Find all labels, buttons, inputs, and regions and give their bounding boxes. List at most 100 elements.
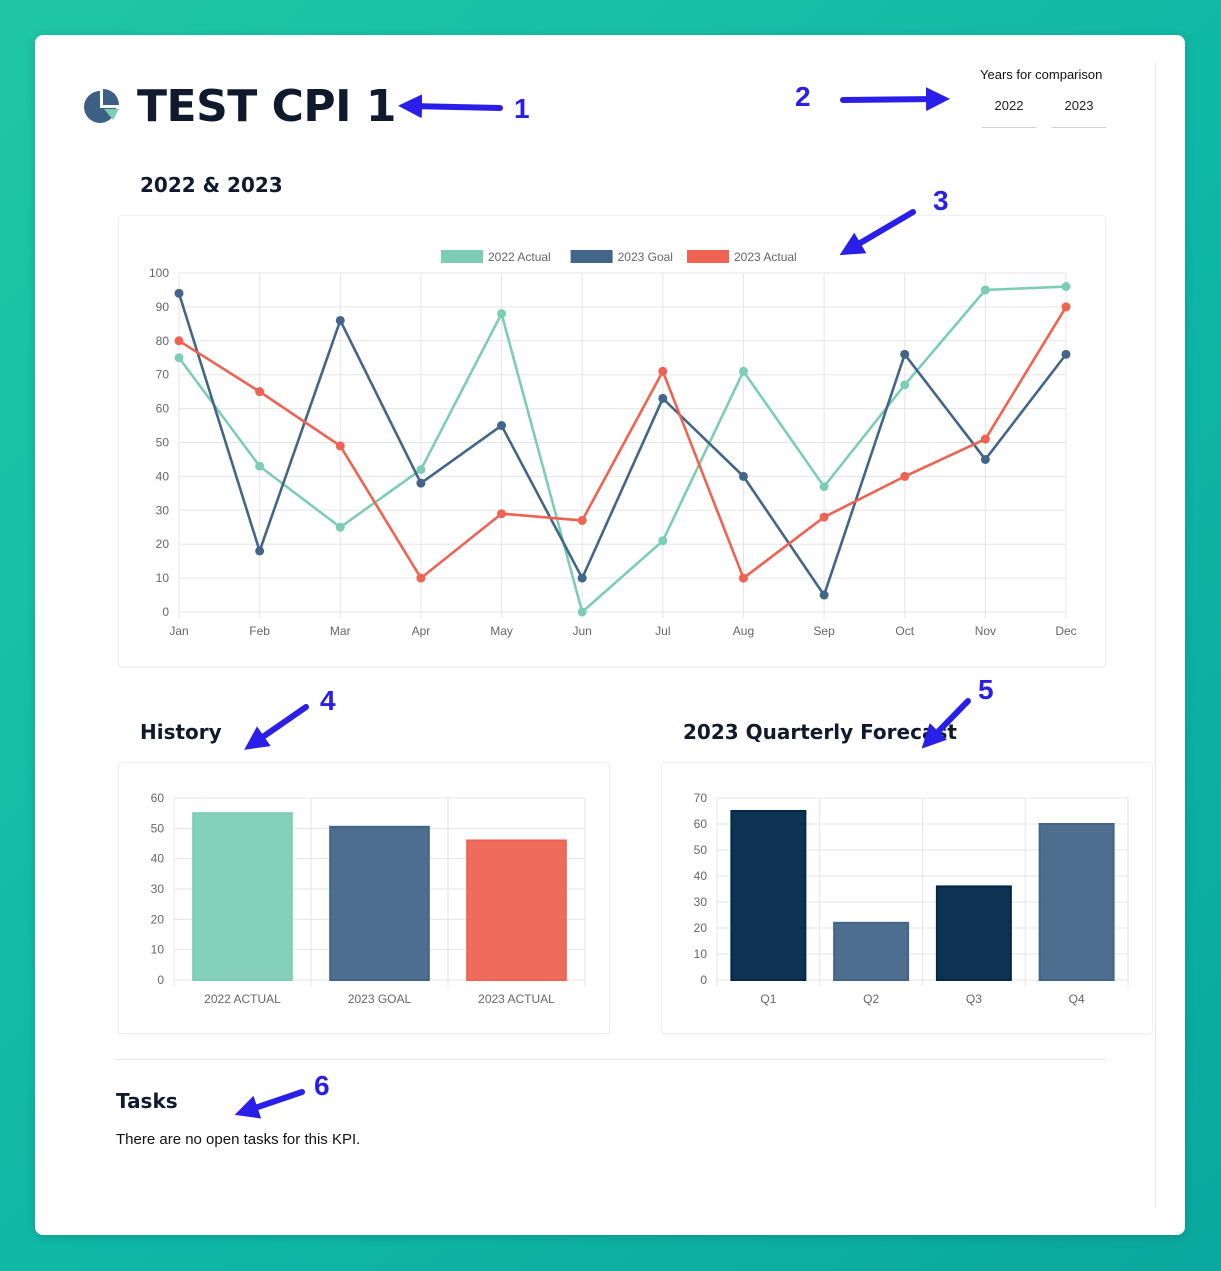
bar	[730, 810, 807, 981]
data-point	[738, 471, 748, 481]
y-tick-label: 0	[700, 973, 707, 987]
data-point	[819, 590, 829, 600]
bar	[192, 812, 293, 981]
y-tick-label: 40	[694, 869, 708, 883]
x-tick-label: Nov	[975, 624, 996, 638]
x-tick-label: Sep	[813, 624, 835, 638]
tasks-title: Tasks	[116, 1089, 178, 1113]
tasks-empty-message: There are no open tasks for this KPI.	[116, 1131, 361, 1148]
data-point	[900, 349, 910, 359]
data-point	[577, 515, 587, 525]
data-point	[255, 461, 265, 471]
forecast-title: 2023 Quarterly Forecast	[683, 720, 957, 744]
data-point	[1061, 349, 1071, 359]
x-tick-label: Aug	[733, 624, 754, 638]
y-tick-label: 10	[156, 571, 170, 585]
x-tick-label: Jun	[573, 624, 592, 638]
y-tick-label: 100	[149, 266, 169, 280]
bar	[466, 839, 567, 982]
years-comparison-label: Years for comparison	[980, 67, 1103, 82]
x-tick-label: Q4	[1069, 992, 1085, 1006]
legend-swatch	[687, 250, 729, 263]
data-point	[1061, 302, 1071, 312]
x-tick-label: Jul	[655, 624, 670, 638]
y-tick-label: 30	[151, 882, 165, 896]
x-tick-label: Dec	[1055, 624, 1076, 638]
data-point	[416, 573, 426, 583]
data-point	[738, 573, 748, 583]
legend-label: 2023 Actual	[734, 250, 797, 264]
series-line	[177, 292, 1068, 598]
history-title: History	[140, 720, 222, 744]
page-header: TEST CPI 1	[83, 81, 396, 132]
y-tick-label: 50	[151, 821, 165, 835]
line-chart: 0 10 20 30 40 50 60 70 80 90 100 Jan Feb Mar Apr May Jun…	[149, 250, 1077, 638]
y-tick-label: 0	[157, 973, 164, 987]
x-tick-label: 2023 ACTUAL	[478, 992, 555, 1006]
data-point	[980, 434, 990, 444]
data-point	[335, 522, 345, 532]
history-chart-panel: 0 10 20 30 40 50 60 2022 ACTUAL 2023 GOAL 2023 AC…	[118, 762, 610, 1034]
line-chart-panel: 0 10 20 30 40 50 60 70 80 90 100 Jan Feb Mar Apr May Jun…	[118, 215, 1106, 667]
forecast-chart-panel: 0 10 20 30 40 50 60 70 Q1 Q2 Q3 Q4	[661, 762, 1153, 1034]
history-bar-chart: 0 10 20 30 40 50 60 2022 ACTUAL 2023 GOAL 2023 AC…	[151, 791, 586, 1006]
x-tick-label: Feb	[249, 624, 270, 638]
kpi-card: TEST CPI 1 Years for comparison 2022 202…	[35, 35, 1185, 1235]
bar	[1038, 823, 1115, 981]
y-tick-label: 10	[694, 947, 708, 961]
data-point	[497, 309, 507, 319]
series-line	[177, 285, 1067, 615]
data-point	[738, 366, 748, 376]
x-tick-label: 2023 GOAL	[348, 992, 412, 1006]
bar	[935, 885, 1012, 981]
year-select-2023[interactable]: 2023	[1052, 87, 1106, 128]
x-tick-label: Q2	[863, 992, 879, 1006]
data-point	[497, 421, 507, 431]
x-tick-label: Q1	[760, 992, 776, 1006]
data-point	[900, 471, 910, 481]
y-tick-label: 0	[162, 605, 169, 619]
section-divider	[116, 1059, 1106, 1060]
data-point	[497, 509, 507, 519]
legend-label: 2023 Goal	[618, 250, 673, 264]
y-tick-label: 20	[156, 537, 170, 551]
y-tick-label: 60	[156, 402, 170, 416]
data-point	[658, 536, 668, 546]
data-point	[335, 315, 345, 325]
data-point	[658, 366, 668, 376]
x-tick-label: Oct	[895, 624, 914, 638]
series-line	[178, 306, 1068, 581]
y-tick-label: 30	[694, 895, 708, 909]
x-tick-label: Mar	[330, 624, 351, 638]
y-tick-label: 20	[151, 912, 165, 926]
x-tick-label: Q3	[966, 992, 982, 1006]
data-point	[174, 288, 184, 298]
data-point	[174, 336, 184, 346]
y-tick-label: 70	[694, 791, 708, 805]
forecast-bar-chart: 0 10 20 30 40 50 60 70 Q1 Q2 Q3 Q4	[694, 791, 1129, 1006]
scroll-divider	[1155, 63, 1156, 1208]
data-point	[255, 546, 265, 556]
y-tick-label: 30	[156, 503, 170, 517]
bar	[329, 825, 430, 981]
pie-chart-icon	[84, 88, 119, 123]
y-tick-label: 70	[156, 368, 170, 382]
data-point	[335, 441, 345, 451]
data-point	[577, 607, 587, 617]
data-point	[416, 465, 426, 475]
page-title: TEST CPI 1	[137, 81, 396, 132]
y-tick-label: 60	[694, 817, 708, 831]
x-tick-label: 2022 ACTUAL	[204, 992, 281, 1006]
y-tick-label: 50	[694, 843, 708, 857]
y-tick-label: 80	[156, 334, 170, 348]
x-tick-label: Apr	[412, 624, 431, 638]
legend-label: 2022 Actual	[488, 250, 551, 264]
data-point	[255, 387, 265, 397]
year-select-2022[interactable]: 2022	[982, 87, 1036, 128]
data-point	[174, 353, 184, 363]
data-point	[1061, 282, 1071, 292]
data-point	[416, 478, 426, 488]
y-tick-label: 40	[156, 469, 170, 483]
data-point	[819, 512, 829, 522]
y-tick-label: 60	[151, 791, 165, 805]
